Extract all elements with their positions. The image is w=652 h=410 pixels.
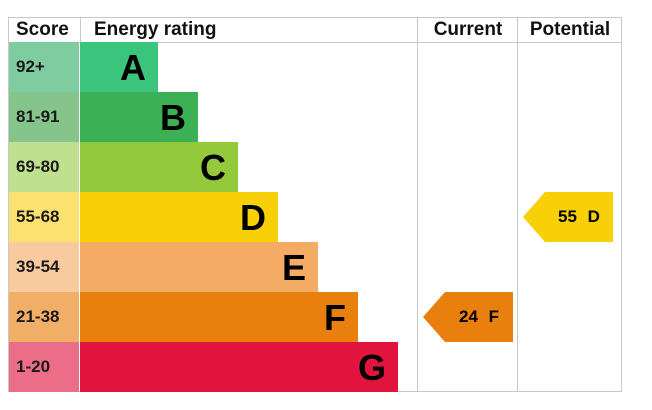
rating-letter-b: B <box>160 97 186 138</box>
rating-letter-g: G <box>357 347 386 388</box>
score-cell-g: 1-20 <box>9 342 79 392</box>
score-cell-b: 81-91 <box>9 92 79 142</box>
rating-bar-a: A <box>80 42 158 92</box>
rating-letter-a: A <box>120 47 146 88</box>
potential-header: Potential <box>529 19 611 40</box>
rating-bar-c: C <box>80 142 238 192</box>
potential-marker-arrow <box>523 192 613 242</box>
potential-column-divider <box>517 17 518 392</box>
score-cell-d: 55-68 <box>9 192 79 242</box>
rating-letter-c: C <box>200 147 226 188</box>
score-cell-c: 69-80 <box>9 142 79 192</box>
score-cell-a: 92+ <box>9 42 79 92</box>
potential-rating-marker: 55 D <box>523 192 613 242</box>
current-header: Current <box>433 19 503 40</box>
rating-bar-d: D <box>80 192 278 242</box>
rating-bar-e: E <box>80 242 318 292</box>
potential-rating-label: 55 D <box>558 207 600 226</box>
rating-bar-f: F <box>80 292 358 342</box>
energy-rating-header: Energy rating <box>94 19 217 40</box>
score-column-divider <box>80 17 81 42</box>
rating-bar-g: G <box>80 342 398 392</box>
current-rating-label: 24 F <box>458 307 500 326</box>
score-cell-e: 39-54 <box>9 242 79 292</box>
rating-letter-e: E <box>281 247 306 288</box>
rating-letter-f: F <box>324 297 346 338</box>
current-marker-arrow <box>423 292 513 342</box>
rating-letter-d: D <box>240 197 266 238</box>
header-divider <box>8 42 622 43</box>
score-header: Score <box>16 19 69 40</box>
score-cell-f: 21-38 <box>9 292 79 342</box>
rating-bar-b: B <box>80 92 198 142</box>
current-rating-marker: 24 F <box>423 292 513 342</box>
current-column-divider <box>417 17 418 392</box>
